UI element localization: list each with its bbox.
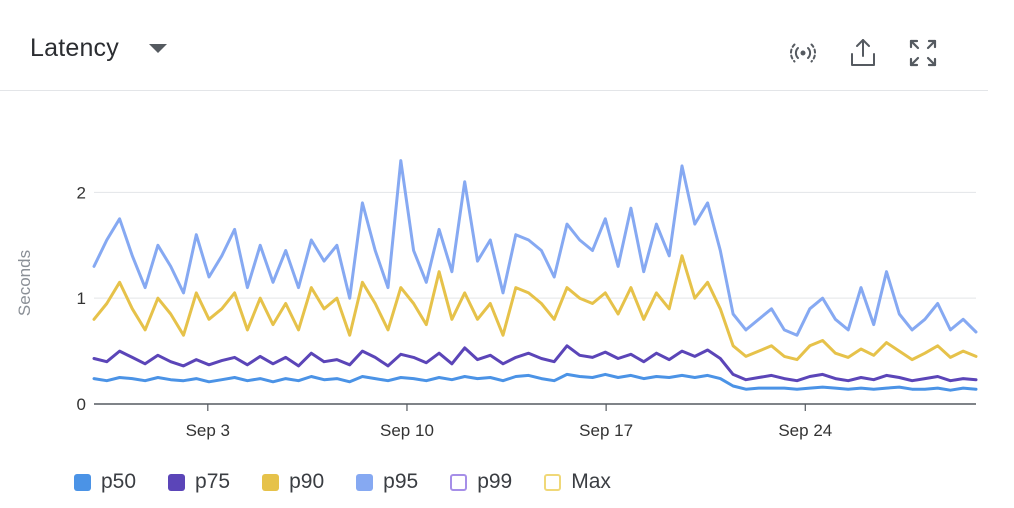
x-tick-label: Sep 17 [579, 421, 633, 440]
series-lines [92, 159, 978, 392]
legend-label: p50 [101, 470, 137, 493]
y-tick-label: 0 [77, 395, 86, 414]
toolbar [786, 36, 940, 70]
legend-swatch-p75 [168, 473, 186, 491]
legend-item-p50[interactable]: p50 [74, 470, 136, 494]
legend-item-p90[interactable]: p90 [262, 470, 324, 494]
legend-label: Max [571, 470, 611, 493]
series-line-p90 [92, 254, 978, 362]
title-dropdown[interactable]: Latency [30, 34, 167, 63]
legend-item-max[interactable]: Max [544, 470, 611, 494]
y-tick-label: 1 [77, 289, 86, 308]
latency-chart[interactable]: 0 1 2 Sep 3 Sep 10 Sep 17 Sep 24 Seconds [0, 100, 1014, 450]
caret-down-icon[interactable] [148, 44, 167, 53]
y-axis-label: Seconds [15, 250, 34, 316]
legend-swatch-p90 [262, 473, 280, 491]
x-tick-label: Sep 24 [778, 421, 832, 440]
series-line-p50 [92, 372, 978, 392]
chart-title: Latency [30, 34, 119, 62]
legend-label: p90 [289, 470, 325, 493]
axes: 0 1 2 Sep 3 Sep 10 Sep 17 Sep 24 [77, 183, 976, 440]
chart-header: Latency [0, 0, 988, 91]
legend-swatch-max [544, 473, 562, 491]
legend-item-p99[interactable]: p99 [450, 470, 512, 494]
series-line-p75 [92, 344, 978, 383]
y-tick-label: 2 [77, 183, 86, 202]
legend-swatch-p99 [450, 473, 468, 491]
legend-swatch-p50 [74, 473, 91, 491]
legend-label: p75 [195, 470, 231, 493]
live-stream-icon[interactable] [786, 36, 820, 70]
expand-icon[interactable] [906, 36, 940, 70]
legend-label: p99 [477, 470, 513, 493]
x-tick-label: Sep 10 [380, 421, 434, 440]
legend: p50 p75 p90 p95 p99 Max [74, 470, 643, 494]
x-tick-label: Sep 3 [186, 421, 230, 440]
share-icon[interactable] [846, 36, 880, 70]
series-line-p95 [92, 159, 978, 337]
legend-item-p75[interactable]: p75 [168, 470, 230, 494]
legend-label: p95 [383, 470, 419, 493]
legend-item-p95[interactable]: p95 [356, 470, 418, 494]
legend-swatch-p95 [356, 473, 374, 491]
